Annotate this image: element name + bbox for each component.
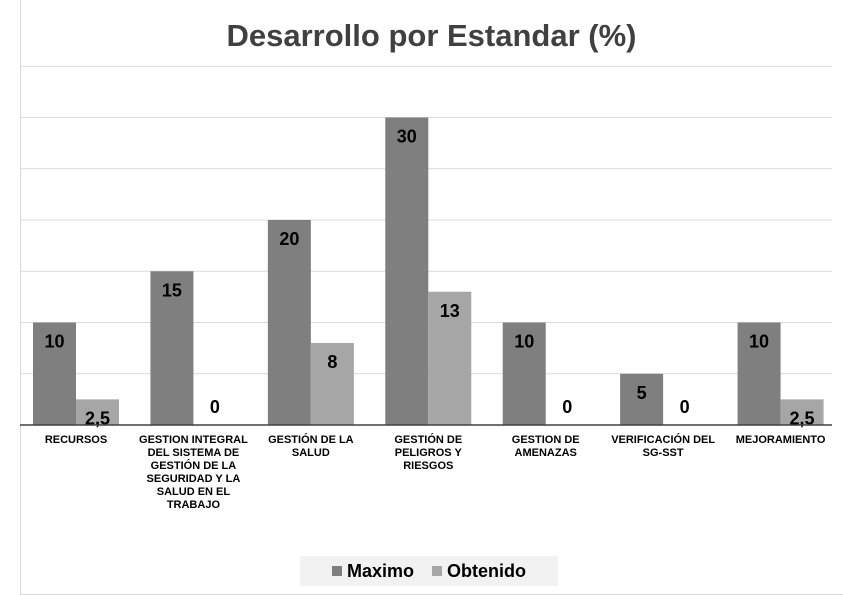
legend-swatch-obtenido	[432, 566, 443, 576]
bar-obtenido	[780, 399, 824, 425]
category-label: GESTION DE AMENAZAS	[511, 434, 580, 459]
bar-maximo	[502, 322, 546, 425]
data-label-maximo: 10	[749, 332, 769, 352]
data-label-obtenido: 0	[680, 397, 690, 417]
chart-title: Desarrollo por Estandar (%)	[226, 18, 637, 53]
legend-swatch-maximo	[331, 566, 342, 576]
category-label: VERIFICACIÓN DEL SG-SST	[611, 434, 716, 459]
bar-maximo	[150, 271, 194, 425]
data-label-obtenido: 8	[327, 352, 337, 372]
data-label-maximo: 10	[514, 332, 534, 352]
data-label-maximo: 5	[637, 383, 647, 403]
data-label-maximo: 30	[397, 127, 417, 147]
data-label-obtenido: 0	[210, 397, 220, 417]
data-label-maximo: 15	[162, 280, 182, 300]
bar-maximo	[620, 373, 664, 425]
data-label-obtenido: 2,5	[790, 408, 815, 428]
legend-item-maximo: Maximo	[331, 560, 415, 582]
data-label-maximo: 10	[44, 332, 64, 352]
category-label: GESTION INTEGRAL DEL SISTEMA DE GESTIÓN …	[139, 434, 248, 511]
bar-maximo	[737, 322, 781, 425]
category-label: GESTIÓN DE LA SALUD	[268, 434, 354, 459]
bar-obtenido	[76, 399, 119, 425]
data-label-obtenido: 13	[440, 301, 460, 321]
bar-obtenido	[310, 343, 354, 425]
category-label: MEJORAMIENTO	[735, 434, 826, 446]
legend-item-obtenido: Obtenido	[432, 561, 526, 582]
bar-maximo	[385, 117, 429, 425]
data-label-obtenido: 0	[562, 397, 572, 417]
data-label-obtenido: 2,5	[85, 408, 110, 428]
data-label-maximo: 20	[279, 229, 299, 249]
bar-maximo	[267, 220, 311, 425]
category-label: GESTIÓN DE PELIGROS Y RIESGOS	[394, 434, 463, 472]
chart-border-left	[20, 0, 21, 595]
legend: Maximo Obtenido	[300, 556, 558, 586]
category-label: RECURSOS	[44, 434, 108, 446]
bar-maximo	[33, 322, 76, 425]
legend-label-maximo: Maximo	[346, 560, 415, 581]
legend-label-obtenido: Obtenido	[447, 560, 527, 581]
bar-obtenido	[428, 291, 472, 425]
